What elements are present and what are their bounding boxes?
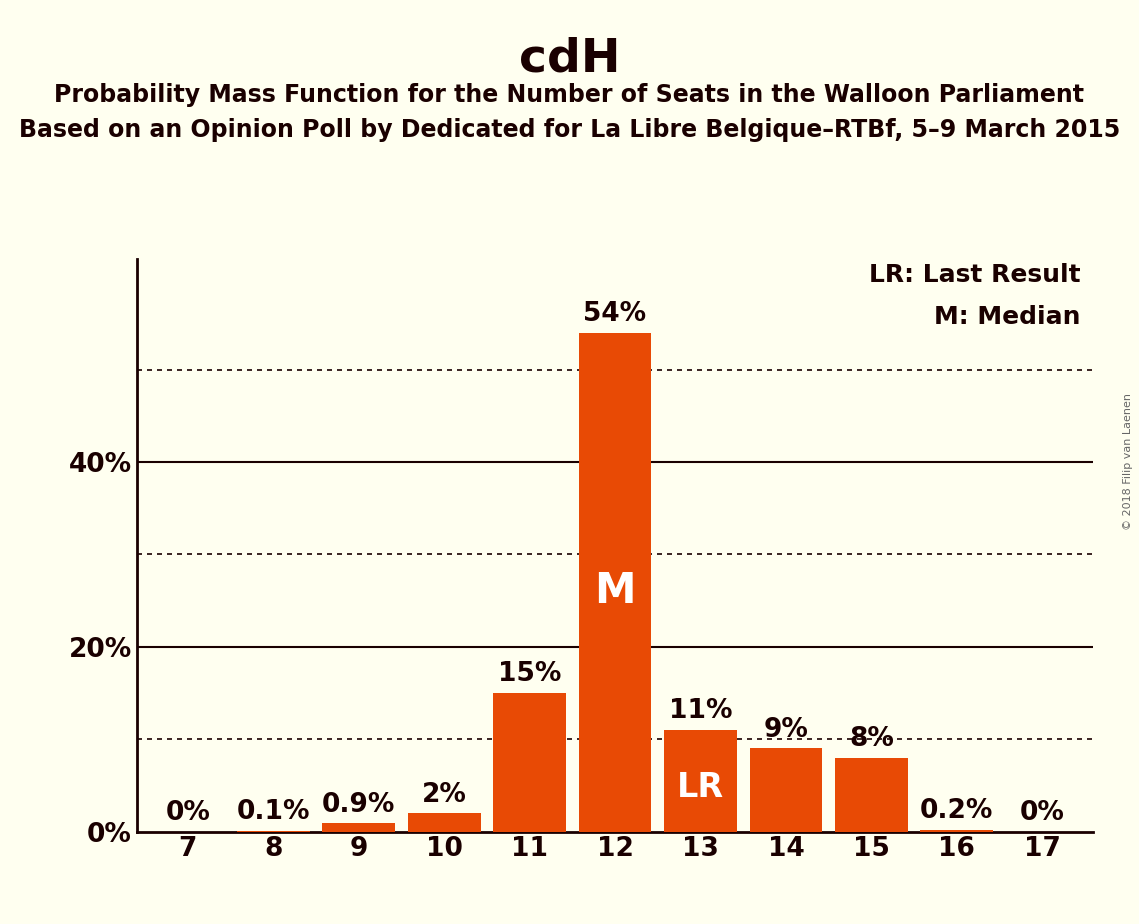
Text: 54%: 54% [583, 301, 647, 327]
Text: 11%: 11% [669, 699, 732, 724]
Text: 0.9%: 0.9% [322, 792, 395, 818]
Bar [408, 813, 481, 832]
Text: 0.2%: 0.2% [920, 798, 993, 824]
Text: 0.1%: 0.1% [237, 799, 310, 825]
Bar [579, 333, 652, 832]
Text: © 2018 Filip van Laenen: © 2018 Filip van Laenen [1123, 394, 1133, 530]
Bar [664, 730, 737, 832]
Text: M: M [595, 570, 636, 613]
Bar [835, 758, 908, 832]
Bar [322, 823, 395, 832]
Text: 15%: 15% [498, 662, 562, 687]
Text: 8%: 8% [849, 726, 894, 752]
Text: LR: LR [677, 771, 724, 804]
Text: 0%: 0% [1019, 800, 1065, 826]
Bar [493, 693, 566, 832]
Text: cdH: cdH [518, 37, 621, 82]
Text: 2%: 2% [421, 782, 467, 808]
Bar [237, 831, 310, 832]
Text: M: Median: M: Median [934, 305, 1081, 329]
Text: LR: Last Result: LR: Last Result [869, 263, 1081, 287]
Text: Based on an Opinion Poll by Dedicated for La Libre Belgique–RTBf, 5–9 March 2015: Based on an Opinion Poll by Dedicated fo… [19, 118, 1120, 142]
Text: 0%: 0% [165, 800, 211, 826]
Bar [749, 748, 822, 832]
Bar [920, 830, 993, 832]
Text: Probability Mass Function for the Number of Seats in the Walloon Parliament: Probability Mass Function for the Number… [55, 83, 1084, 107]
Text: 9%: 9% [763, 717, 809, 743]
